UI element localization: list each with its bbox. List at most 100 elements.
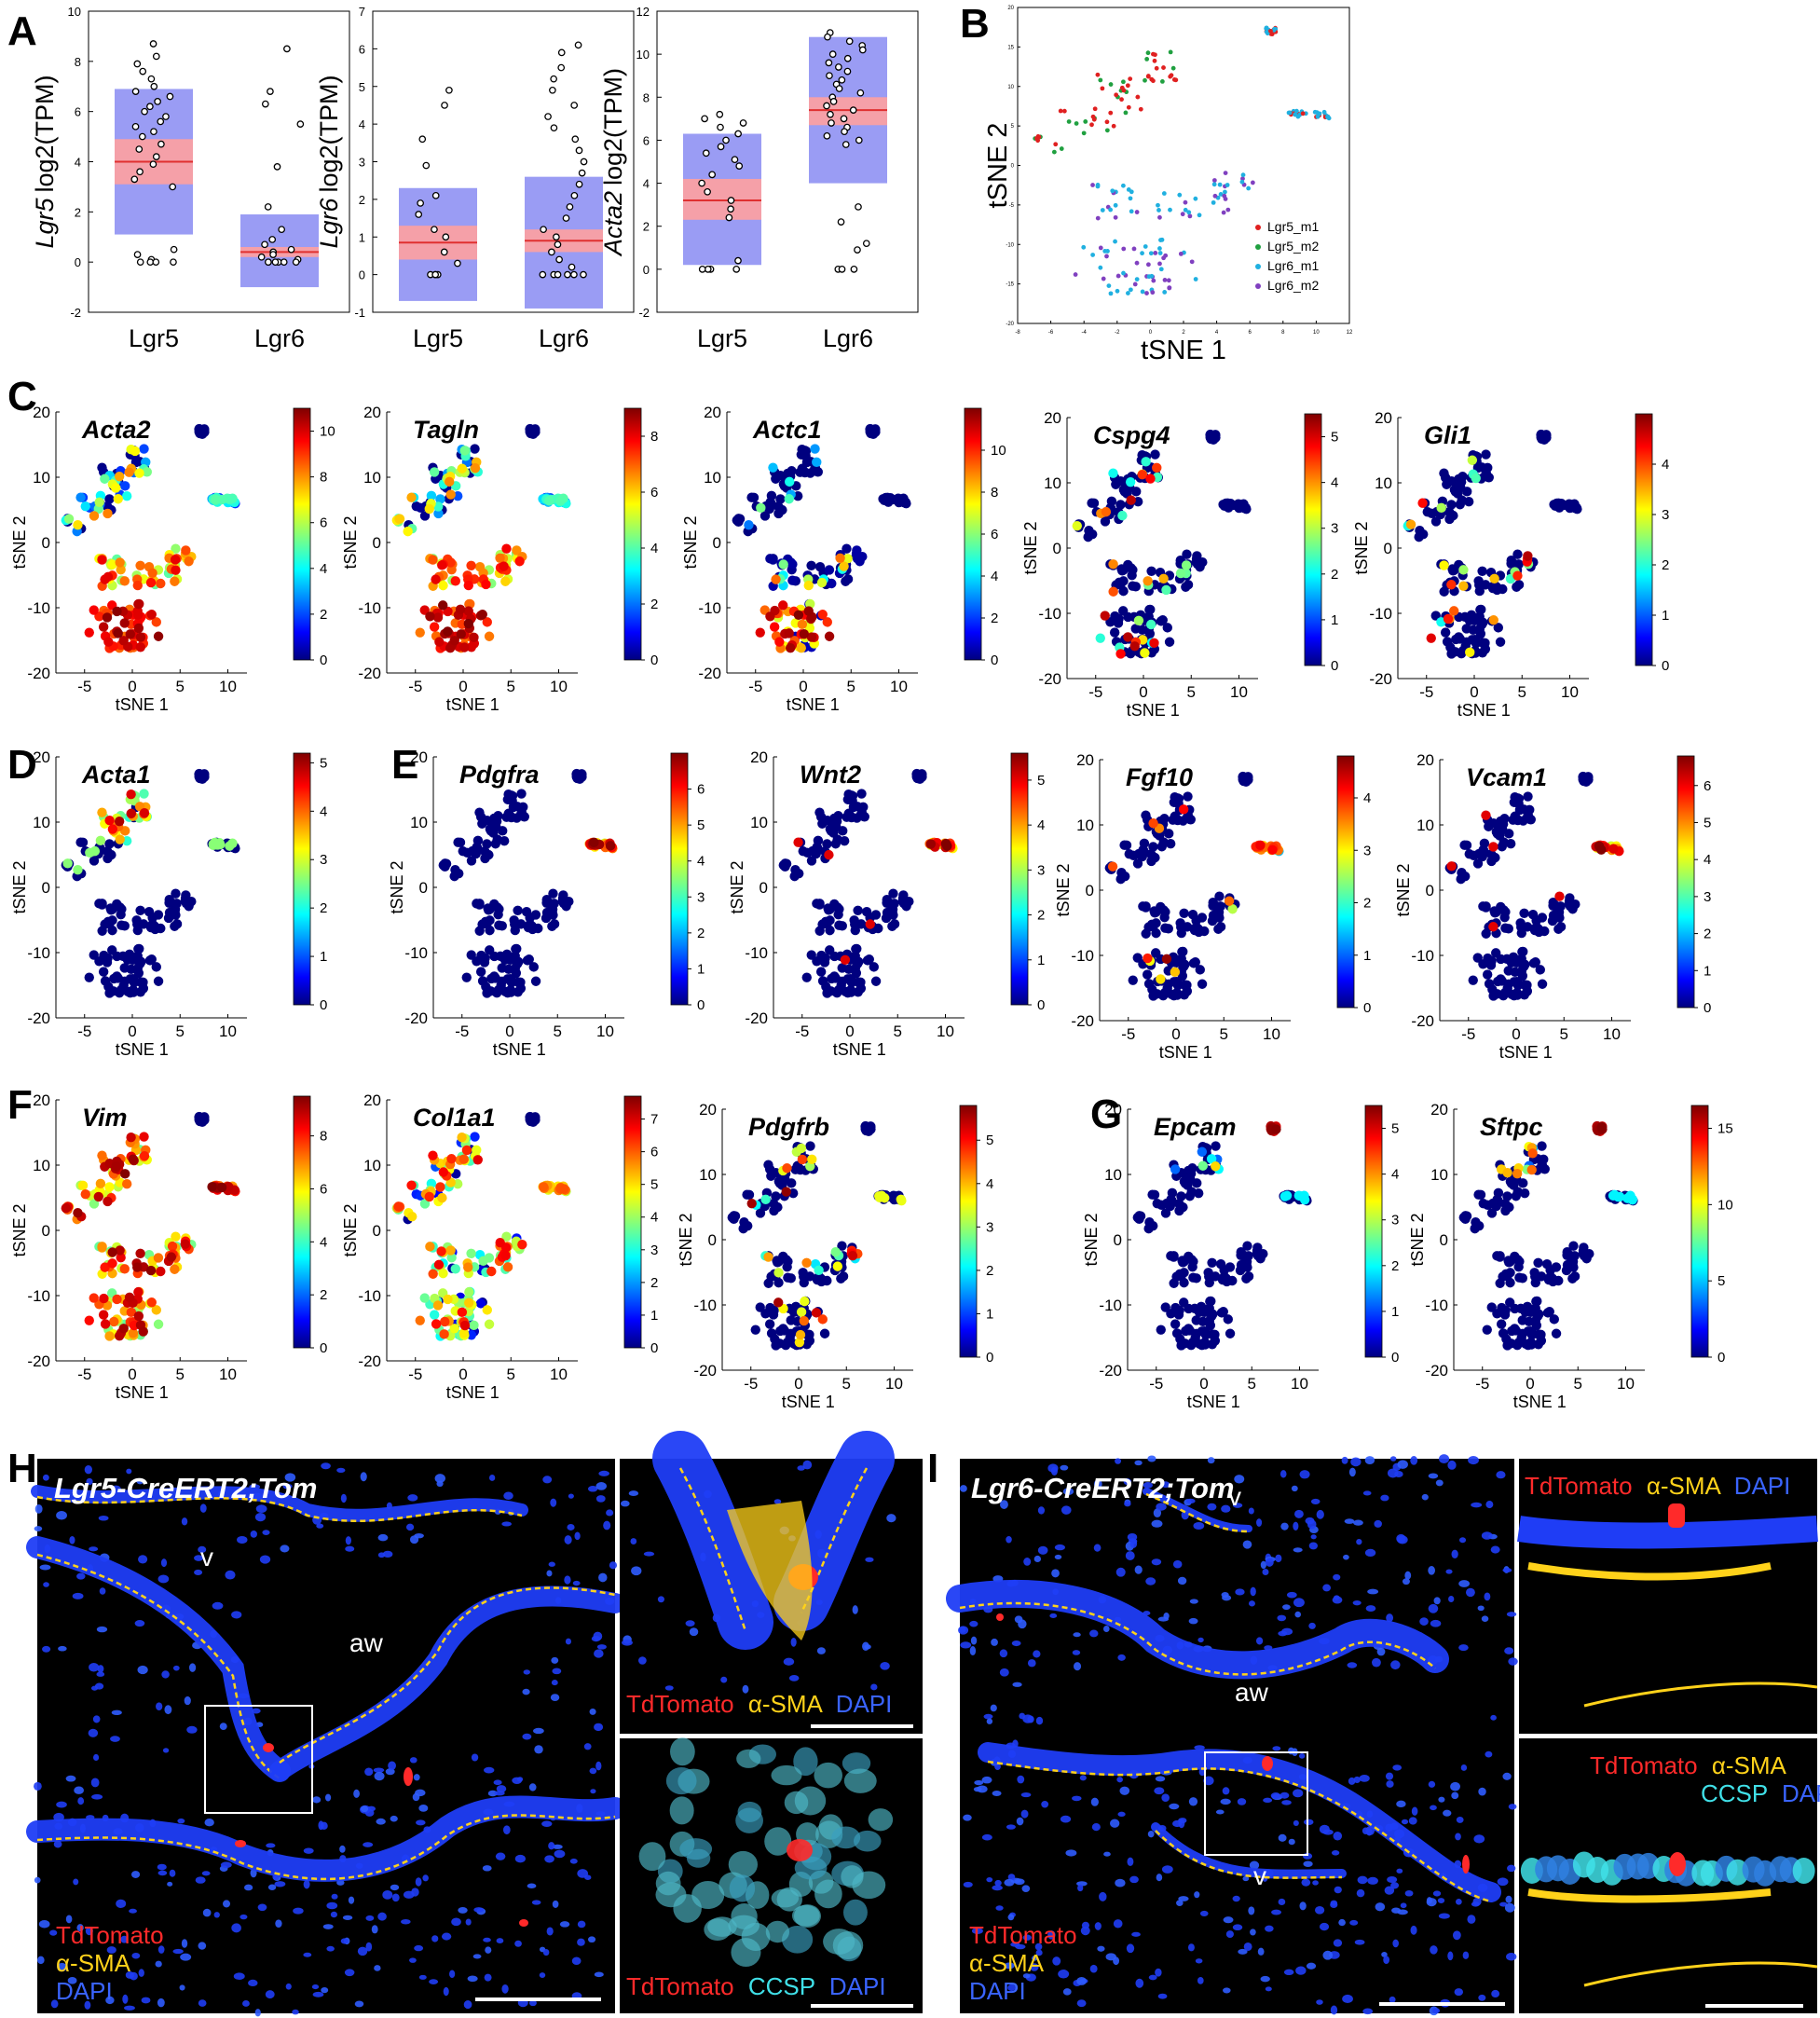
y-tick-label: -20 [1038, 670, 1061, 688]
cell-point [1500, 1205, 1511, 1216]
cell-point [1488, 922, 1498, 932]
gene-title: Pdgfra [459, 761, 540, 789]
colorbar-tick-label: 0 [697, 997, 705, 1013]
cell-point [432, 1300, 444, 1311]
y-tick-label: 10 [1375, 474, 1392, 492]
cell-point [1211, 199, 1216, 205]
dapi-nucleus [403, 1890, 415, 1899]
cell-point [1126, 291, 1130, 295]
y-tick-label: -10 [1411, 947, 1434, 965]
dapi-nucleus [138, 1555, 148, 1564]
dapi-nucleus [274, 1881, 286, 1888]
cell-point [495, 1238, 505, 1248]
cell-point [1162, 290, 1168, 295]
cell-point [834, 920, 844, 930]
dapi-nucleus [137, 1665, 148, 1675]
y-tick-label: 2 [643, 220, 650, 234]
dapi-nucleus [1255, 1637, 1264, 1645]
cell-point [514, 556, 525, 567]
cell-point [516, 807, 527, 818]
cell-point [1158, 905, 1169, 915]
gene-title: Vim [82, 1104, 128, 1132]
cell-point [1515, 918, 1526, 928]
dapi-nucleus [1396, 1868, 1403, 1874]
cell-point [889, 899, 899, 909]
dapi-nucleus [414, 1944, 424, 1952]
cell-point [119, 576, 130, 586]
cell-point [782, 1337, 793, 1348]
cell-point [1159, 912, 1170, 923]
data-point [698, 266, 706, 273]
cell-point [445, 642, 456, 653]
data-point [843, 54, 852, 62]
cell-point [814, 1265, 824, 1275]
cell-point [139, 444, 149, 454]
x-tick-label: 10 [1313, 330, 1320, 336]
cell-point [1143, 576, 1153, 586]
panel-label-a: A [7, 8, 37, 54]
cell-point [1543, 1274, 1554, 1285]
cell-point [1164, 637, 1175, 647]
data-point [826, 72, 833, 80]
cell-point [198, 429, 208, 439]
cell-point [1523, 791, 1533, 802]
y-tick-label: -20 [27, 1009, 50, 1027]
cell-point [1166, 1194, 1176, 1205]
cell-point [1129, 209, 1134, 214]
x-tick-label: 0 [505, 1023, 513, 1040]
y-tick-label: -10 [27, 599, 50, 617]
cell-point [1143, 922, 1154, 932]
colorbar-tick-label: 5 [697, 817, 705, 833]
cell-point [1465, 647, 1475, 658]
cell-point [1325, 115, 1330, 119]
cell-point [1175, 918, 1185, 928]
cell-point [1161, 191, 1167, 196]
dapi-nucleus [981, 1833, 992, 1841]
colorbar-tick-label: 5 [1391, 1121, 1399, 1137]
cell-point [126, 964, 137, 975]
cell-point [1502, 1340, 1512, 1351]
cell-point [793, 837, 803, 847]
dapi-nucleus [73, 1878, 79, 1886]
dapi-nucleus [1235, 1588, 1245, 1596]
cell-point [1223, 498, 1233, 509]
dapi-nucleus [292, 2009, 299, 2015]
cell-point [790, 1164, 801, 1174]
cell-point [804, 1336, 814, 1346]
dapi-nucleus [788, 1674, 800, 1682]
colorbar-tick-label: 3 [1704, 889, 1711, 905]
dapi-nucleus [360, 1472, 367, 1482]
cell-point [797, 619, 808, 630]
cell-point [1512, 570, 1523, 581]
cell-point [146, 610, 157, 620]
colorbar-tick-label: 8 [991, 485, 998, 501]
cell-point [428, 555, 438, 565]
cell-point [227, 838, 238, 848]
y-tick-label: -20 [1425, 1362, 1448, 1380]
dapi-nucleus [577, 1938, 585, 1946]
cell-point [1562, 1250, 1572, 1260]
cell-point [1141, 810, 1151, 820]
dapi-nucleus [568, 1493, 574, 1499]
cell-point [812, 842, 822, 853]
cell-point [1415, 526, 1425, 536]
y-tick-label: 1 [359, 230, 365, 244]
cell-point [466, 856, 477, 866]
dapi-nucleus [407, 1494, 418, 1502]
cell-point [797, 445, 807, 455]
x-tick-label: 0 [128, 1366, 136, 1383]
y-tick-label: 10 [704, 469, 721, 487]
cell-point [1485, 955, 1496, 967]
cell-point [124, 1292, 135, 1303]
data-point [549, 86, 556, 94]
cell-point [832, 1261, 843, 1271]
data-point [540, 226, 547, 234]
data-point [415, 211, 423, 218]
cell-point [1128, 975, 1138, 985]
y-tick-label: 20 [33, 1091, 50, 1109]
cell-point [1118, 606, 1129, 616]
cell-point [170, 555, 181, 565]
cell-point [1169, 73, 1174, 78]
